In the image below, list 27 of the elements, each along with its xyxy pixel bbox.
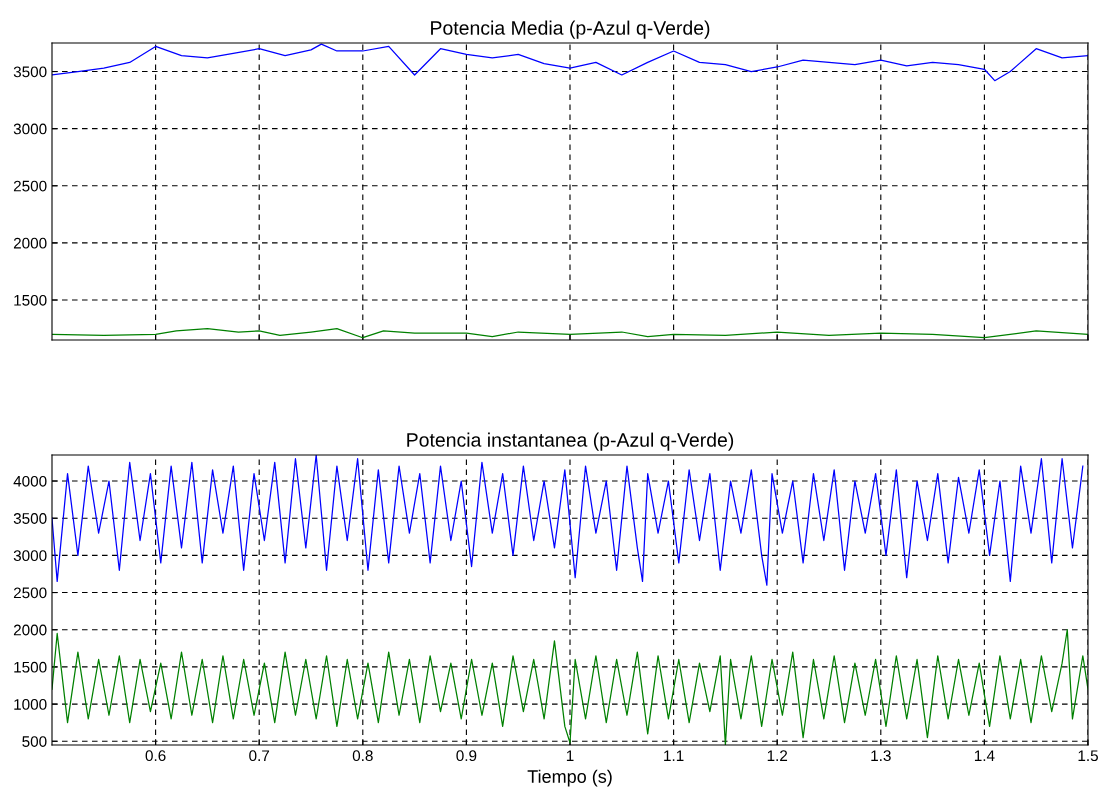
x-tick-label: 1	[566, 750, 574, 761]
y-tick-label: 3000	[13, 123, 47, 135]
y-tick-label: 3000	[13, 550, 47, 562]
y-tick-label: 500	[22, 736, 47, 747]
x-tick-label: 1.4	[974, 750, 995, 761]
y-tick-label: 1500	[14, 294, 47, 306]
y-tick-label: 3500	[13, 513, 47, 524]
x-tick-label: 1.1	[664, 750, 684, 761]
y-tick-label: 2000	[13, 237, 47, 249]
x-tick-label: 0.8	[352, 750, 373, 762]
y-tick-label: 2500	[13, 587, 47, 599]
x-tick-label: 1.2	[767, 750, 788, 761]
y-tick-label: 4000	[13, 475, 47, 487]
chart-title: Potencia Media (p-Azul q-Verde)	[431, 20, 710, 39]
x-tick-label: 0.6	[145, 750, 166, 762]
chart-title: Potencia instantanea (p-Azul q-Verde)	[407, 432, 734, 451]
y-tick-label: 1000	[14, 698, 47, 710]
x-tick-label: 0.9	[456, 750, 477, 762]
line-series	[52, 455, 1084, 586]
y-tick-label: 1500	[14, 661, 47, 673]
y-tick-label: 2000	[13, 624, 47, 636]
x-tick-label: 0.7	[249, 750, 270, 762]
y-tick-label: 3500	[13, 66, 47, 78]
x-tick-label: 1.5	[1078, 750, 1098, 762]
x-axis-title: Tiempo (s)	[527, 769, 612, 787]
y-tick-label: 2500	[13, 180, 47, 192]
x-tick-label: 1.3	[871, 750, 891, 762]
